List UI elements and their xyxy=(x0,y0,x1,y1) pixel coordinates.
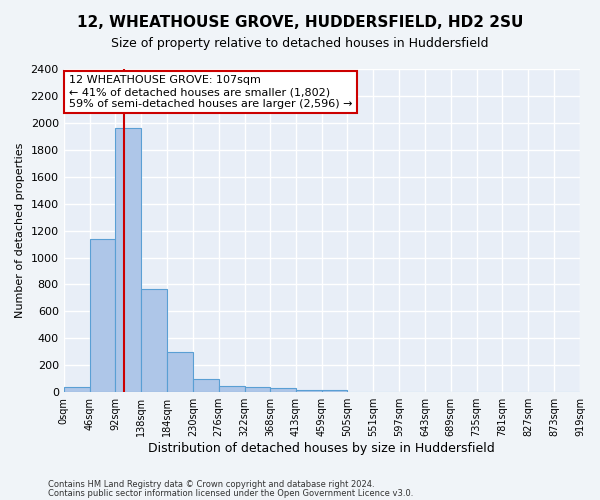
Bar xyxy=(167,352,193,392)
Bar xyxy=(193,378,219,392)
Bar xyxy=(141,288,167,392)
Bar xyxy=(64,388,89,392)
Text: 12 WHEATHOUSE GROVE: 107sqm
← 41% of detached houses are smaller (1,802)
59% of : 12 WHEATHOUSE GROVE: 107sqm ← 41% of det… xyxy=(69,76,352,108)
Bar xyxy=(296,390,322,392)
X-axis label: Distribution of detached houses by size in Huddersfield: Distribution of detached houses by size … xyxy=(148,442,495,455)
Bar xyxy=(322,390,347,392)
Bar xyxy=(89,238,115,392)
Bar xyxy=(219,386,245,392)
Text: Size of property relative to detached houses in Huddersfield: Size of property relative to detached ho… xyxy=(111,38,489,51)
Text: Contains public sector information licensed under the Open Government Licence v3: Contains public sector information licen… xyxy=(48,489,413,498)
Bar xyxy=(115,128,141,392)
Y-axis label: Number of detached properties: Number of detached properties xyxy=(15,143,25,318)
Bar xyxy=(245,387,271,392)
Text: Contains HM Land Registry data © Crown copyright and database right 2024.: Contains HM Land Registry data © Crown c… xyxy=(48,480,374,489)
Bar xyxy=(271,388,296,392)
Text: 12, WHEATHOUSE GROVE, HUDDERSFIELD, HD2 2SU: 12, WHEATHOUSE GROVE, HUDDERSFIELD, HD2 … xyxy=(77,15,523,30)
